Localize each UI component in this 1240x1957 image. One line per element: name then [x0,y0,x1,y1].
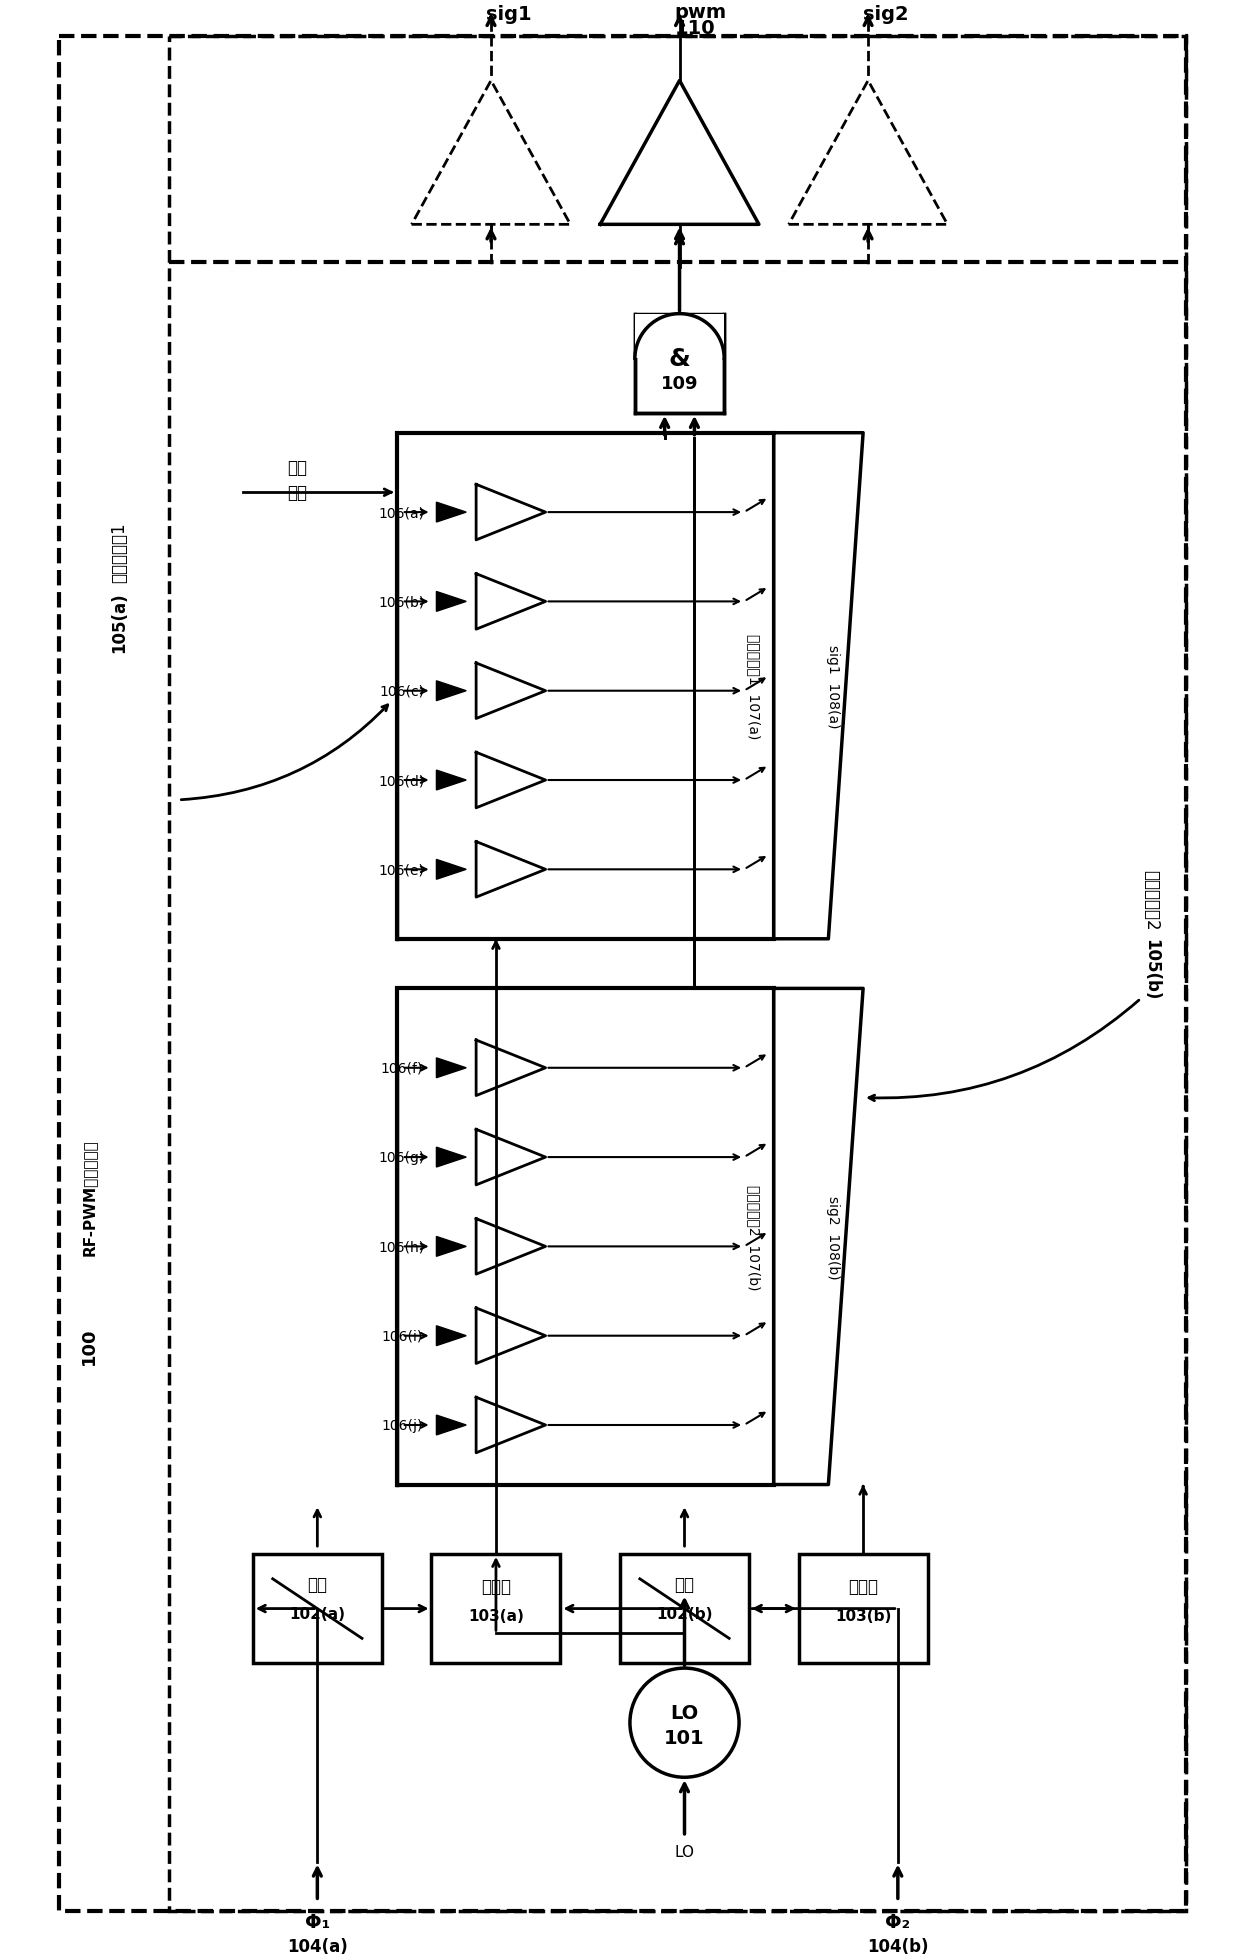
Text: 106(d): 106(d) [378,773,425,787]
Text: RF-PWM调制器核心: RF-PWM调制器核心 [82,1139,97,1256]
Bar [397,434,774,939]
Text: sig2  108(b): sig2 108(b) [826,1196,841,1278]
Text: Φ₂: Φ₂ [885,1912,910,1932]
Bar [635,315,724,413]
Text: sig1: sig1 [486,6,532,25]
Polygon shape [436,1059,466,1078]
Text: 106(c): 106(c) [379,685,424,699]
Text: 106(j): 106(j) [381,1419,423,1433]
Bar [799,1554,928,1663]
Text: 106(i): 106(i) [381,1329,423,1343]
Text: 分频: 分频 [675,1575,694,1593]
Text: 104(b): 104(b) [867,1937,929,1955]
Polygon shape [436,1415,466,1434]
Text: 106(b): 106(b) [378,595,425,609]
Polygon shape [436,593,466,613]
Bar [253,1554,382,1663]
Text: LO: LO [675,1843,694,1859]
Text: 106(g): 106(g) [378,1151,425,1164]
Polygon shape [436,1147,466,1168]
Text: 103(a): 103(a) [467,1609,525,1622]
Text: 104(a): 104(a) [286,1937,347,1955]
Text: 101: 101 [665,1728,704,1748]
Text: sig1  108(a): sig1 108(a) [826,644,841,728]
Text: 106(e): 106(e) [378,863,424,877]
Text: 触发路: 触发路 [481,1577,511,1595]
Text: 100: 100 [81,1327,98,1364]
Polygon shape [436,859,466,881]
Text: sig2: sig2 [863,6,909,25]
Text: pwm: pwm [675,2,727,22]
Circle shape [630,1667,739,1777]
Bar [620,1554,749,1663]
Text: 106(a): 106(a) [378,505,424,521]
Polygon shape [436,1237,466,1256]
Text: 相位调制器2: 相位调制器2 [1142,869,1159,930]
Text: 110: 110 [675,20,715,39]
Text: &: & [668,346,691,372]
Bar [169,37,1185,1912]
Text: 触发器: 触发器 [848,1577,878,1595]
Text: 相位复用器1  107(a): 相位复用器1 107(a) [746,634,761,740]
Text: 106(h): 106(h) [378,1239,425,1254]
Text: 109: 109 [661,376,698,393]
Polygon shape [774,434,863,939]
Polygon shape [436,503,466,523]
Polygon shape [436,771,466,791]
Bar [635,315,724,360]
Text: 相位复用器2  107(b): 相位复用器2 107(b) [746,1184,761,1290]
Text: 延迟: 延迟 [288,483,308,503]
Text: Φ₁: Φ₁ [305,1912,330,1932]
Text: 103(b): 103(b) [835,1609,892,1622]
Polygon shape [436,1327,466,1346]
Text: 105(b): 105(b) [1142,939,1159,1000]
Polygon shape [774,988,863,1485]
Bar [397,988,774,1485]
Text: 单位: 单位 [288,460,308,478]
Text: 相位调制器1: 相位调制器1 [110,523,128,583]
Bar [432,1554,560,1663]
Text: 106(f): 106(f) [381,1061,423,1074]
Text: 分频: 分频 [308,1575,327,1593]
Text: LO: LO [671,1703,698,1722]
Text: 102(a): 102(a) [289,1607,346,1620]
Text: 102(b): 102(b) [656,1607,713,1620]
Text: 105(a): 105(a) [110,591,128,652]
Polygon shape [436,681,466,701]
